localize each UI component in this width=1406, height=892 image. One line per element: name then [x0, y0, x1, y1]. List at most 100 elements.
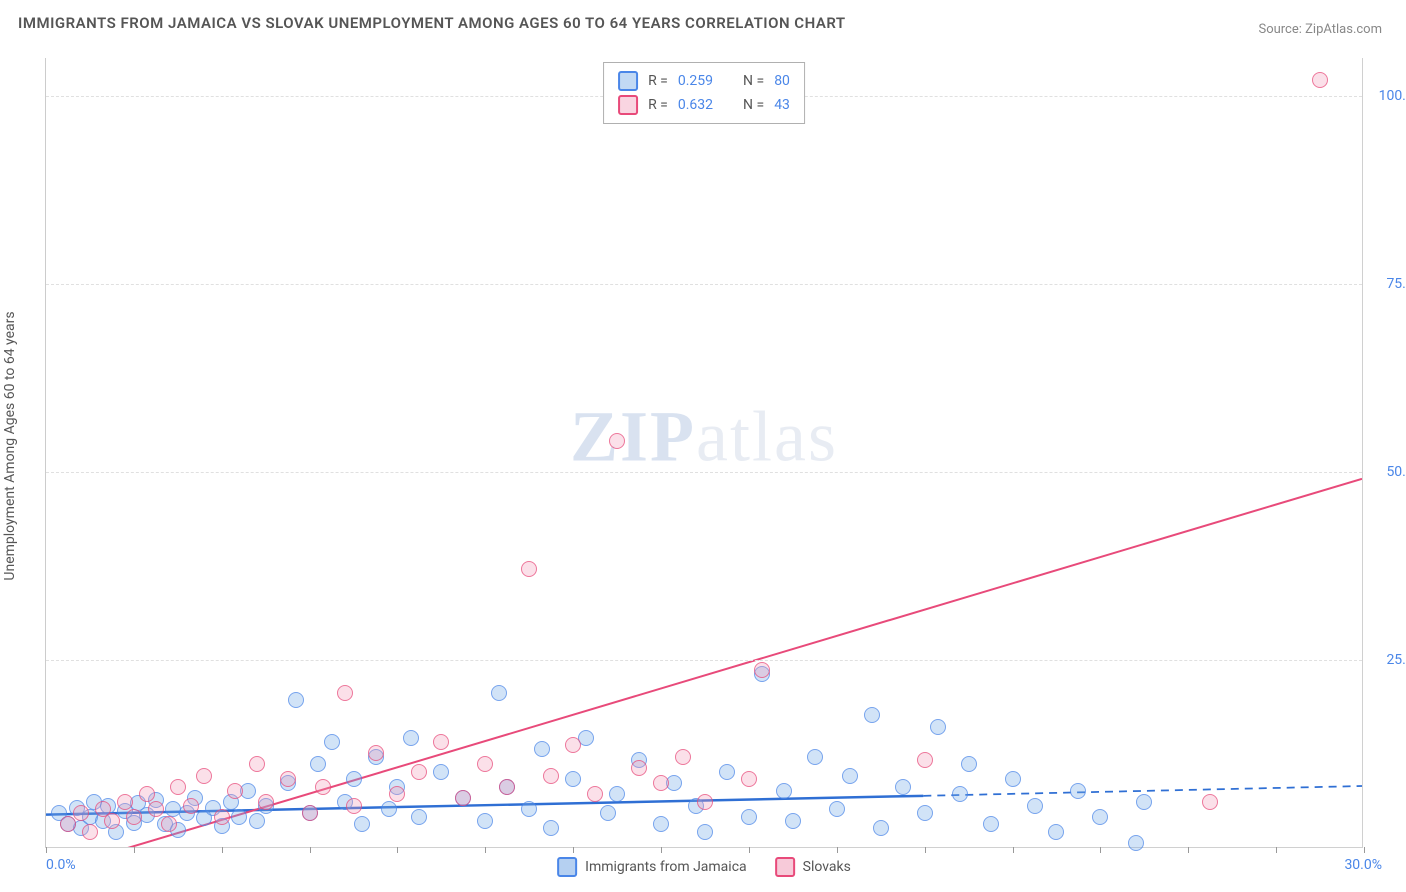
- plot-area: ZIPatlas R = 0.259 N = 80 R = 0.632 N = …: [45, 58, 1363, 848]
- data-point: [521, 561, 537, 577]
- data-point: [337, 685, 353, 701]
- data-point: [864, 707, 880, 723]
- data-point: [346, 798, 362, 814]
- data-point: [741, 771, 757, 787]
- data-point: [697, 824, 713, 840]
- data-point: [60, 816, 76, 832]
- data-point: [785, 813, 801, 829]
- data-point: [983, 816, 999, 832]
- trend-lines-layer: [46, 58, 1362, 847]
- data-point: [368, 745, 384, 761]
- data-point: [587, 786, 603, 802]
- x-tick: [749, 847, 750, 853]
- data-point: [196, 768, 212, 784]
- data-point: [653, 816, 669, 832]
- x-tick: [222, 847, 223, 853]
- data-point: [776, 783, 792, 799]
- data-point: [961, 756, 977, 772]
- data-point: [697, 794, 713, 810]
- data-point: [917, 805, 933, 821]
- data-point: [249, 756, 265, 772]
- n-value-pink: 43: [774, 97, 790, 113]
- y-tick-label: 50.0%: [1386, 464, 1406, 480]
- data-point: [600, 805, 616, 821]
- x-tick: [1013, 847, 1014, 853]
- data-point: [411, 809, 427, 825]
- data-point: [675, 749, 691, 765]
- legend-swatch-pink-icon: [775, 857, 795, 877]
- data-point: [754, 662, 770, 678]
- x-tick: [1100, 847, 1101, 853]
- data-point: [433, 764, 449, 780]
- data-point: [521, 801, 537, 817]
- data-point: [477, 756, 493, 772]
- x-tick: [1188, 847, 1189, 853]
- x-tick: [485, 847, 486, 853]
- x-tick: [134, 847, 135, 853]
- data-point: [741, 809, 757, 825]
- data-point: [1136, 794, 1152, 810]
- data-point: [873, 820, 889, 836]
- x-tick: [46, 847, 47, 853]
- data-point: [73, 805, 89, 821]
- data-point: [455, 790, 471, 806]
- x-tick: [310, 847, 311, 853]
- chart-container: IMMIGRANTS FROM JAMAICA VS SLOVAK UNEMPL…: [0, 0, 1406, 892]
- data-point: [170, 779, 186, 795]
- r-value-pink: 0.632: [678, 97, 713, 113]
- data-point: [534, 741, 550, 757]
- data-point: [917, 752, 933, 768]
- data-point: [433, 734, 449, 750]
- data-point: [807, 749, 823, 765]
- swatch-blue-icon: [618, 71, 638, 91]
- data-point: [82, 824, 98, 840]
- source-attribution: Source: ZipAtlas.com: [1258, 22, 1382, 37]
- y-axis-label: Unemployment Among Ages 60 to 64 years: [2, 311, 18, 580]
- series-legend: Immigrants from Jamaica Slovaks: [557, 857, 851, 877]
- data-point: [1092, 809, 1108, 825]
- data-point: [288, 692, 304, 708]
- x-axis-min-label: 0.0%: [46, 857, 76, 873]
- data-point: [1312, 72, 1328, 88]
- data-point: [653, 775, 669, 791]
- data-point: [1027, 798, 1043, 814]
- grid-line: [46, 472, 1362, 473]
- data-point: [346, 771, 362, 787]
- n-value-blue: 80: [774, 73, 790, 89]
- grid-line: [46, 660, 1362, 661]
- x-tick: [397, 847, 398, 853]
- data-point: [1048, 824, 1064, 840]
- data-point: [324, 734, 340, 750]
- data-point: [719, 764, 735, 780]
- data-point: [183, 798, 199, 814]
- legend-item-pink: Slovaks: [775, 857, 851, 877]
- x-tick: [573, 847, 574, 853]
- swatch-pink-icon: [618, 95, 638, 115]
- data-point: [565, 771, 581, 787]
- data-point: [148, 801, 164, 817]
- r-value-blue: 0.259: [678, 73, 713, 89]
- data-point: [315, 779, 331, 795]
- x-tick: [1364, 847, 1365, 853]
- data-point: [126, 809, 142, 825]
- data-point: [499, 779, 515, 795]
- data-point: [1202, 794, 1218, 810]
- data-point: [842, 768, 858, 784]
- data-point: [354, 816, 370, 832]
- data-point: [139, 786, 155, 802]
- x-tick: [661, 847, 662, 853]
- legend-item-blue: Immigrants from Jamaica: [557, 857, 747, 877]
- correlation-legend: R = 0.259 N = 80 R = 0.632 N = 43: [603, 62, 805, 124]
- data-point: [104, 813, 120, 829]
- data-point: [310, 756, 326, 772]
- x-tick: [1276, 847, 1277, 853]
- y-tick-label: 100.0%: [1379, 88, 1406, 104]
- data-point: [214, 809, 230, 825]
- data-point: [403, 730, 419, 746]
- x-tick: [925, 847, 926, 853]
- data-point: [491, 685, 507, 701]
- data-point: [829, 801, 845, 817]
- data-point: [249, 813, 265, 829]
- grid-line: [46, 284, 1362, 285]
- data-point: [411, 764, 427, 780]
